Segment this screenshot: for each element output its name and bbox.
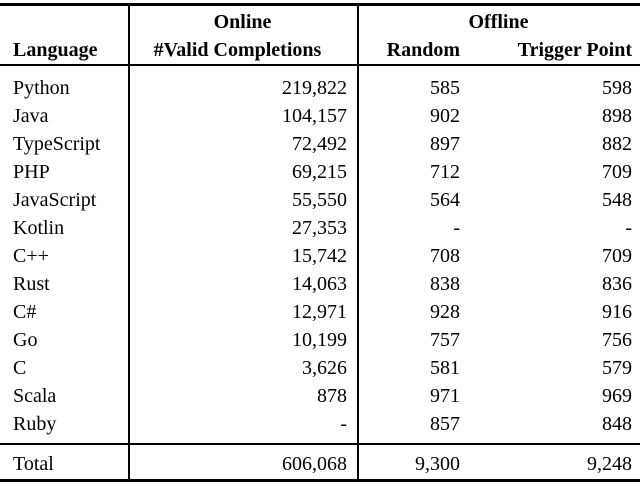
header-group-offline: Offline (468, 11, 529, 33)
top-rule (0, 3, 640, 6)
header-language: Language (13, 39, 98, 61)
trigger-point-cell: 579 (602, 357, 632, 379)
valid-completions-cell: 27,353 (292, 217, 347, 239)
trigger-point-cell: 916 (602, 301, 632, 323)
trigger-point-cell: 756 (602, 329, 632, 351)
total-row: Total 606,068 9,300 9,248 (0, 450, 640, 478)
trigger-point-cell: 848 (602, 413, 632, 435)
trigger-point-cell: 598 (602, 77, 632, 99)
language-cell: Python (13, 77, 70, 99)
random-cell: - (453, 217, 460, 239)
random-cell: 585 (430, 77, 460, 99)
total-valid-completions-cell: 606,068 (282, 453, 347, 475)
valid-completions-cell: - (340, 413, 347, 435)
valid-completions-cell: 15,742 (292, 245, 347, 267)
trigger-point-cell: 882 (602, 133, 632, 155)
column-separator-language-online (128, 6, 130, 479)
table-row: JavaScript 55,550 564 548 (0, 186, 640, 214)
language-cell: JavaScript (13, 189, 97, 211)
random-cell: 838 (430, 273, 460, 295)
language-cell: TypeScript (13, 133, 101, 155)
table-row: Kotlin 27,353 - - (0, 214, 640, 242)
random-cell: 928 (430, 301, 460, 323)
header-group-online: Online (213, 11, 272, 33)
valid-completions-cell: 72,492 (292, 133, 347, 155)
random-cell: 857 (430, 413, 460, 435)
language-cell: C# (13, 301, 37, 323)
language-cell: PHP (13, 161, 50, 183)
valid-completions-cell: 219,822 (282, 77, 347, 99)
random-cell: 897 (430, 133, 460, 155)
trigger-point-cell: 836 (602, 273, 632, 295)
language-cell: Scala (13, 385, 57, 407)
total-label: Total (13, 453, 54, 475)
language-cell: Java (13, 105, 49, 127)
random-cell: 971 (430, 385, 460, 407)
column-separator-online-offline (357, 6, 359, 479)
valid-completions-cell: 55,550 (292, 189, 347, 211)
trigger-point-cell: 969 (602, 385, 632, 407)
header-random: Random (386, 39, 460, 61)
language-cell: Ruby (13, 413, 57, 435)
random-cell: 581 (430, 357, 460, 379)
table-row: Scala 878 971 969 (0, 382, 640, 410)
valid-completions-cell: 10,199 (292, 329, 347, 351)
trigger-point-cell: - (625, 217, 632, 239)
trigger-point-cell: 548 (602, 189, 632, 211)
total-trigger-point-cell: 9,248 (587, 453, 632, 475)
random-cell: 757 (430, 329, 460, 351)
valid-completions-cell: 878 (317, 385, 347, 407)
table-row: C 3,626 581 579 (0, 354, 640, 382)
table-row: PHP 69,215 712 709 (0, 158, 640, 186)
table-row: Rust 14,063 838 836 (0, 270, 640, 298)
language-cell: C (13, 357, 27, 379)
language-cell: Kotlin (13, 217, 65, 239)
language-cell: Rust (13, 273, 50, 295)
table-row: C# 12,971 928 916 (0, 298, 640, 326)
header-rule (0, 64, 640, 66)
bottom-rule (0, 479, 640, 482)
trigger-point-cell: 709 (602, 245, 632, 267)
language-cell: C++ (13, 245, 49, 267)
header-valid-completions: #Valid Completions (153, 39, 322, 61)
table-row: C++ 15,742 708 709 (0, 242, 640, 270)
random-cell: 902 (430, 105, 460, 127)
header-trigger-point: Trigger Point (517, 39, 632, 61)
table-row: Java 104,157 902 898 (0, 102, 640, 130)
random-cell: 564 (430, 189, 460, 211)
trigger-point-cell: 709 (602, 161, 632, 183)
language-cell: Go (13, 329, 38, 351)
random-cell: 708 (430, 245, 460, 267)
table-row: Python 219,822 585 598 (0, 74, 640, 102)
total-random-cell: 9,300 (415, 453, 460, 475)
valid-completions-cell: 14,063 (292, 273, 347, 295)
total-rule (0, 443, 640, 445)
table-row: TypeScript 72,492 897 882 (0, 130, 640, 158)
valid-completions-cell: 3,626 (302, 357, 347, 379)
valid-completions-cell: 104,157 (282, 105, 347, 127)
valid-completions-cell: 69,215 (292, 161, 347, 183)
valid-completions-cell: 12,971 (292, 301, 347, 323)
table-row: Ruby - 857 848 (0, 410, 640, 438)
random-cell: 712 (430, 161, 460, 183)
trigger-point-cell: 898 (602, 105, 632, 127)
table-row: Go 10,199 757 756 (0, 326, 640, 354)
